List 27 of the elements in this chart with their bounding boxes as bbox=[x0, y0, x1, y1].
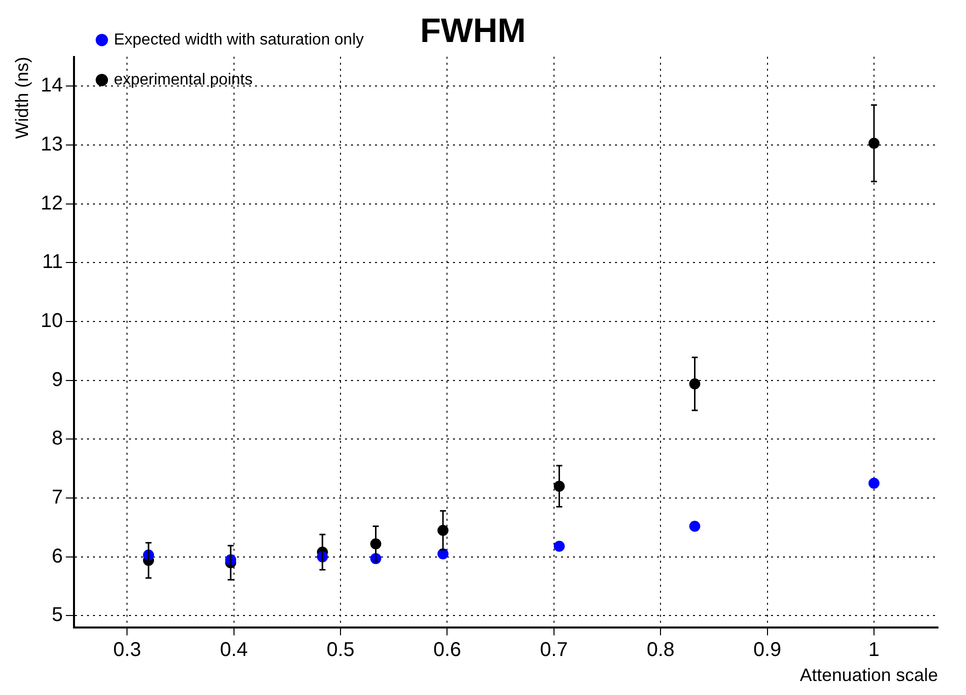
y-tick-label: 8 bbox=[52, 428, 63, 450]
y-tick-label: 13 bbox=[40, 134, 63, 156]
x-tick-label: 0.4 bbox=[220, 638, 248, 661]
y-tick-label: 7 bbox=[52, 486, 63, 508]
chart-title: FWHM bbox=[420, 12, 526, 50]
point bbox=[689, 520, 700, 532]
legend-label: Expected width with saturation only bbox=[114, 31, 364, 48]
y-tick-label: 14 bbox=[40, 74, 63, 97]
y-tick-label: 12 bbox=[40, 192, 63, 214]
point bbox=[868, 478, 880, 489]
x-tick-label: 1 bbox=[868, 638, 880, 661]
x-tick-label: 0.3 bbox=[113, 638, 142, 661]
x-tick-label: 0.7 bbox=[540, 638, 568, 661]
point bbox=[437, 548, 448, 560]
x-tick-label: 0.9 bbox=[753, 638, 782, 661]
x-tick-label: 0.8 bbox=[646, 638, 675, 661]
x-tick-label: 0.5 bbox=[326, 638, 354, 661]
y-tick-label: 11 bbox=[42, 251, 63, 274]
x-tick-label: 0.6 bbox=[433, 638, 462, 661]
y-tick-label: 10 bbox=[40, 310, 63, 332]
point bbox=[554, 540, 565, 552]
y-tick-label: 6 bbox=[52, 545, 63, 568]
y-axis-title: Width (ns) bbox=[12, 56, 32, 139]
x-axis-title: Attenuation scale bbox=[800, 665, 938, 686]
y-tick-label: 5 bbox=[52, 604, 63, 626]
legend-label: experimental points bbox=[114, 71, 253, 88]
y-tick-label: 9 bbox=[52, 368, 63, 391]
